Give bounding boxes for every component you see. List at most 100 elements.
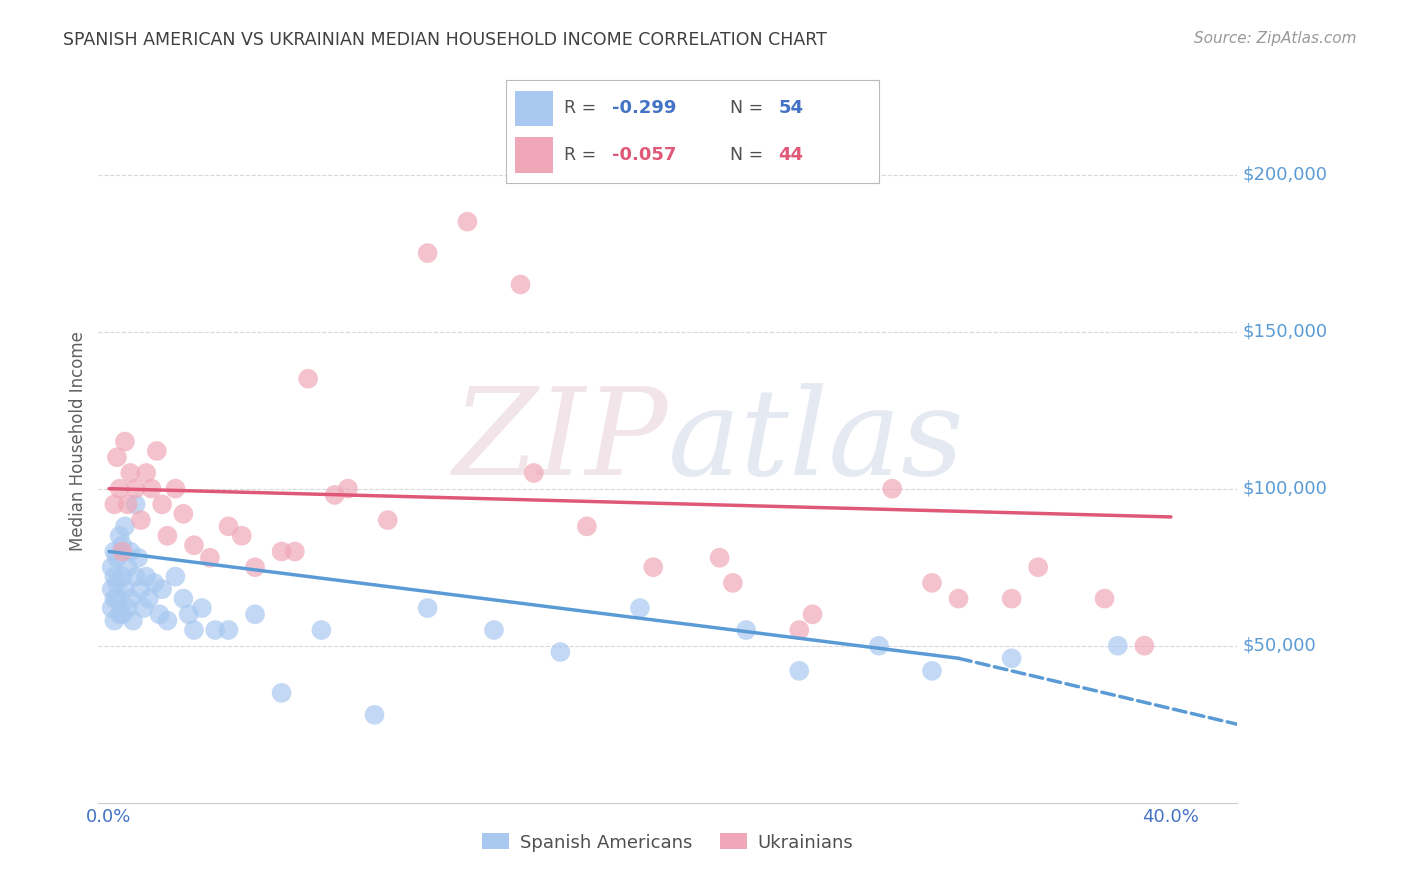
Point	[111, 569, 134, 583]
Point	[523, 466, 546, 480]
Point	[243, 607, 266, 622]
Point	[146, 444, 169, 458]
Text: N =: N =	[730, 100, 763, 118]
Point	[363, 707, 385, 722]
Point	[1094, 591, 1116, 606]
Point	[100, 560, 122, 574]
Point	[735, 623, 758, 637]
Point	[127, 550, 149, 565]
Point	[156, 529, 179, 543]
Point	[117, 601, 139, 615]
Text: ZIP: ZIP	[453, 383, 668, 500]
Point	[628, 601, 651, 615]
Text: R =: R =	[564, 100, 596, 118]
Point	[921, 575, 943, 590]
Point	[100, 582, 122, 597]
Point	[323, 488, 346, 502]
Point	[191, 601, 214, 615]
Point	[172, 507, 194, 521]
Point	[120, 544, 142, 558]
Point	[270, 544, 292, 558]
Point	[297, 372, 319, 386]
Text: -0.299: -0.299	[613, 100, 676, 118]
Point	[575, 519, 598, 533]
Point	[108, 482, 131, 496]
Point	[1026, 560, 1049, 574]
Bar	[516, 136, 553, 173]
Point	[1001, 651, 1024, 665]
Point	[105, 575, 128, 590]
Point	[105, 591, 128, 606]
Point	[868, 639, 890, 653]
Point	[172, 591, 194, 606]
Point	[204, 623, 226, 637]
Point	[177, 607, 200, 622]
Point	[150, 582, 173, 597]
Point	[643, 560, 665, 574]
Point	[709, 550, 731, 565]
Point	[156, 614, 179, 628]
Point	[111, 607, 134, 622]
Point	[105, 450, 128, 465]
Point	[103, 591, 125, 606]
Point	[138, 591, 160, 606]
Text: $100,000: $100,000	[1243, 480, 1327, 498]
Point	[165, 569, 187, 583]
Point	[787, 623, 810, 637]
Point	[416, 246, 439, 260]
Point	[801, 607, 824, 622]
Point	[135, 569, 157, 583]
Text: $50,000: $50,000	[1243, 637, 1316, 655]
Text: -0.057: -0.057	[613, 145, 676, 163]
Point	[218, 519, 240, 533]
Point	[1133, 639, 1156, 653]
Point	[117, 560, 139, 574]
Text: 54: 54	[778, 100, 803, 118]
Point	[108, 529, 131, 543]
Point	[100, 601, 122, 615]
Point	[114, 582, 136, 597]
Point	[124, 569, 146, 583]
Point	[311, 623, 333, 637]
Y-axis label: Median Household Income: Median Household Income	[69, 332, 87, 551]
Point	[103, 614, 125, 628]
Point	[103, 569, 125, 583]
Point	[456, 214, 478, 228]
Point	[108, 607, 131, 622]
Point	[231, 529, 253, 543]
Text: 44: 44	[778, 145, 803, 163]
Point	[218, 623, 240, 637]
Point	[105, 550, 128, 565]
Point	[509, 277, 531, 292]
Point	[336, 482, 359, 496]
Point	[882, 482, 904, 496]
Point	[787, 664, 810, 678]
Point	[243, 560, 266, 574]
Point	[270, 686, 292, 700]
Point	[120, 466, 142, 480]
Point	[124, 482, 146, 496]
Text: atlas: atlas	[668, 383, 965, 500]
Point	[165, 482, 187, 496]
Text: Source: ZipAtlas.com: Source: ZipAtlas.com	[1194, 31, 1357, 46]
Point	[150, 497, 173, 511]
Point	[129, 513, 152, 527]
Point	[416, 601, 439, 615]
Point	[132, 601, 155, 615]
Point	[141, 482, 163, 496]
Point	[117, 497, 139, 511]
Text: $200,000: $200,000	[1243, 166, 1327, 184]
Bar	[516, 91, 553, 127]
Point	[377, 513, 399, 527]
Point	[111, 538, 134, 552]
Point	[129, 582, 152, 597]
Text: N =: N =	[730, 145, 763, 163]
Point	[198, 550, 221, 565]
Legend: Spanish Americans, Ukrainians: Spanish Americans, Ukrainians	[475, 826, 860, 859]
Point	[148, 607, 170, 622]
Point	[1001, 591, 1024, 606]
Point	[284, 544, 307, 558]
Point	[721, 575, 744, 590]
Point	[135, 466, 157, 480]
Point	[114, 434, 136, 449]
